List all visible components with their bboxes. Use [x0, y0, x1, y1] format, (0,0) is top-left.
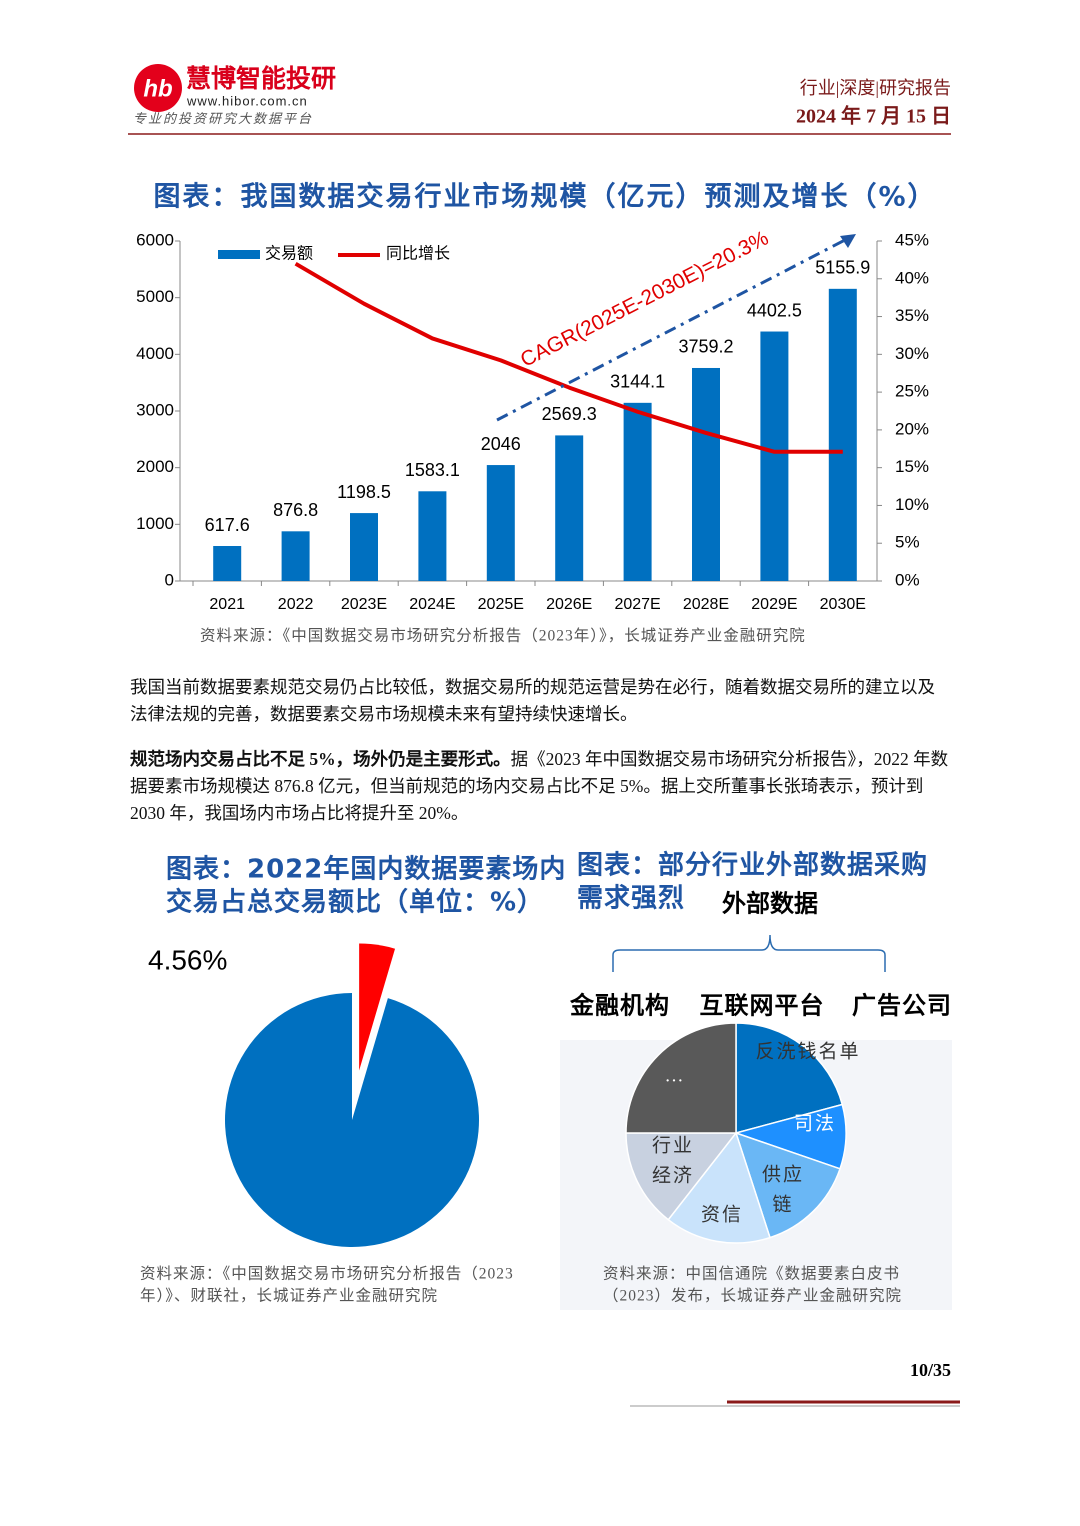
- growth-line: [294, 261, 843, 454]
- y2-tick-label: 5%: [895, 533, 920, 552]
- y2-tick-label: 10%: [895, 495, 929, 514]
- y-tick-label: 5000: [136, 287, 174, 306]
- y-tick-label: 6000: [136, 230, 174, 249]
- chart-title: 图表：我国数据交易行业市场规模（亿元）预测及增长（%）: [153, 181, 936, 213]
- paragraph-lead: 规范场内交易占比不足 5%，场外仍是主要形式。: [130, 749, 511, 769]
- pie-slice: [359, 943, 396, 1071]
- diagram-segment-label: 经济: [652, 1164, 694, 1186]
- cagr-arrowhead: [840, 234, 856, 248]
- page-number: 10/35: [910, 1360, 951, 1380]
- chart-title: 图表：2022年国内数据要素场内: [166, 854, 566, 885]
- bar: [486, 465, 515, 581]
- y-tick-label: 1000: [136, 514, 174, 533]
- diagram-segment-label: 供应: [762, 1163, 804, 1185]
- bar-value-label: 876.8: [273, 500, 318, 520]
- diagram-segment-label: …: [665, 1065, 686, 1086]
- y-tick-label: 2000: [136, 457, 174, 476]
- x-tick-label: 2027E: [614, 596, 660, 613]
- x-tick-label: 2028E: [683, 596, 729, 613]
- y2-tick-label: 0%: [895, 570, 920, 589]
- diagram-segment-label: 资信: [701, 1203, 743, 1225]
- legend-swatch: [218, 250, 260, 259]
- bar-value-label: 2046: [481, 434, 521, 454]
- chart-source: 资料来源：《中国数据交易市场研究分析报告（2023年）》，长城证券产业金融研究院: [200, 626, 806, 645]
- diagram-segment: [735, 1022, 844, 1134]
- y-tick-label: 3000: [136, 400, 174, 419]
- report-date: 2024 年 7 月 15 日: [796, 104, 951, 128]
- y2-tick-label: 45%: [895, 230, 929, 249]
- diagram-group: 金融机构: [569, 992, 670, 1020]
- diagram-segment: [625, 1022, 737, 1134]
- bar-value-label: 3144.1: [610, 372, 665, 392]
- x-tick-label: 2029E: [751, 596, 797, 613]
- diagram-brace: [612, 934, 886, 972]
- pie-slice: [225, 993, 480, 1247]
- bar: [213, 546, 242, 581]
- x-tick-label: 2024E: [409, 596, 455, 613]
- bar: [760, 331, 789, 581]
- x-tick-label: 2023E: [341, 596, 387, 613]
- x-tick-label: 2021: [209, 596, 245, 613]
- diagram-title: 需求强烈: [577, 884, 685, 914]
- bar-value-label: 3759.2: [678, 337, 733, 357]
- y-tick-label: 4000: [136, 344, 174, 363]
- legend-label: 同比增长: [386, 245, 450, 263]
- paragraph-body: 据《2023 年中国数据交易市场研究分析报告》，2022 年数据要素市场规模达 …: [130, 749, 949, 823]
- x-tick-label: 2026E: [546, 596, 592, 613]
- x-tick-label: 2025E: [478, 596, 524, 613]
- diagram-segment-label: 行业: [652, 1134, 694, 1156]
- diagram-group: 广告公司: [852, 992, 952, 1020]
- y2-tick-label: 15%: [895, 457, 929, 476]
- diagram-segment: [625, 1132, 738, 1221]
- y-tick-label: 0: [165, 570, 174, 589]
- cagr-arrow: [496, 238, 846, 422]
- logo-glyph: hb: [143, 75, 172, 102]
- bar: [692, 367, 720, 581]
- bar-value-label: 5155.9: [815, 258, 870, 278]
- bar: [418, 491, 447, 581]
- y2-tick-label: 40%: [895, 268, 929, 287]
- bar-value-label: 617.6: [205, 515, 250, 535]
- logo-slogan: 专业的投资研究大数据平台: [133, 111, 313, 126]
- diagram-group: 互联网平台: [700, 992, 825, 1020]
- bar: [623, 402, 652, 581]
- logo-name: 慧博智能投研: [186, 64, 336, 93]
- y2-tick-label: 35%: [895, 306, 929, 325]
- diagram-source: 资料来源：中国信通院《数据要素白皮书: [603, 1264, 900, 1283]
- bar: [281, 531, 310, 581]
- bar-value-label: 2569.3: [542, 404, 597, 424]
- bar-value-label: 4402.5: [747, 300, 802, 320]
- x-tick-label: 2022: [278, 596, 314, 613]
- diagram-title: 图表：部分行业外部数据采购: [577, 850, 928, 881]
- diagram-root: 外部数据: [722, 890, 818, 918]
- bar: [828, 288, 857, 581]
- logo-mark: [134, 64, 182, 112]
- pie-value-label: 4.56%: [148, 944, 227, 975]
- chart-source: 资料来源：《中国数据交易市场研究分析报告（2023: [140, 1265, 514, 1283]
- diagram-source: （2023）发布，长城证券产业金融研究院: [603, 1286, 902, 1305]
- paragraph: 我国当前数据要素规范交易仍占比较低，数据交易所的规范运营是势在必行，随着数据交易…: [130, 677, 935, 724]
- chart-source: 年）》、财联社，长城证券产业金融研究院: [140, 1286, 438, 1305]
- x-tick-label: 2030E: [820, 596, 866, 613]
- bar: [555, 435, 584, 581]
- bar: [350, 513, 378, 581]
- diagram-segment-label: 链: [772, 1193, 793, 1215]
- y2-tick-label: 25%: [895, 382, 929, 401]
- report-category: 行业|深度|研究报告: [800, 78, 951, 98]
- y2-tick-label: 20%: [895, 419, 929, 438]
- bar-value-label: 1583.1: [405, 460, 460, 480]
- chart-title: 交易占总交易额比（单位：%）: [166, 887, 544, 918]
- annotation: CAGR(2025E-2030E)=20.3%: [517, 226, 772, 371]
- legend-label: 交易额: [265, 245, 313, 263]
- diagram-segment: [667, 1131, 771, 1244]
- paragraph: 规范场内交易占比不足 5%，场外仍是主要形式。据《2023 年中国数据交易市场研…: [130, 746, 952, 827]
- y2-tick-label: 30%: [895, 344, 929, 363]
- diagram-segment-label: 司法: [794, 1112, 836, 1134]
- diagram-segment-label: 反洗钱名单: [755, 1040, 860, 1062]
- bar-value-label: 1198.5: [337, 482, 391, 502]
- logo-url: www.hibor.com.cn: [186, 93, 308, 108]
